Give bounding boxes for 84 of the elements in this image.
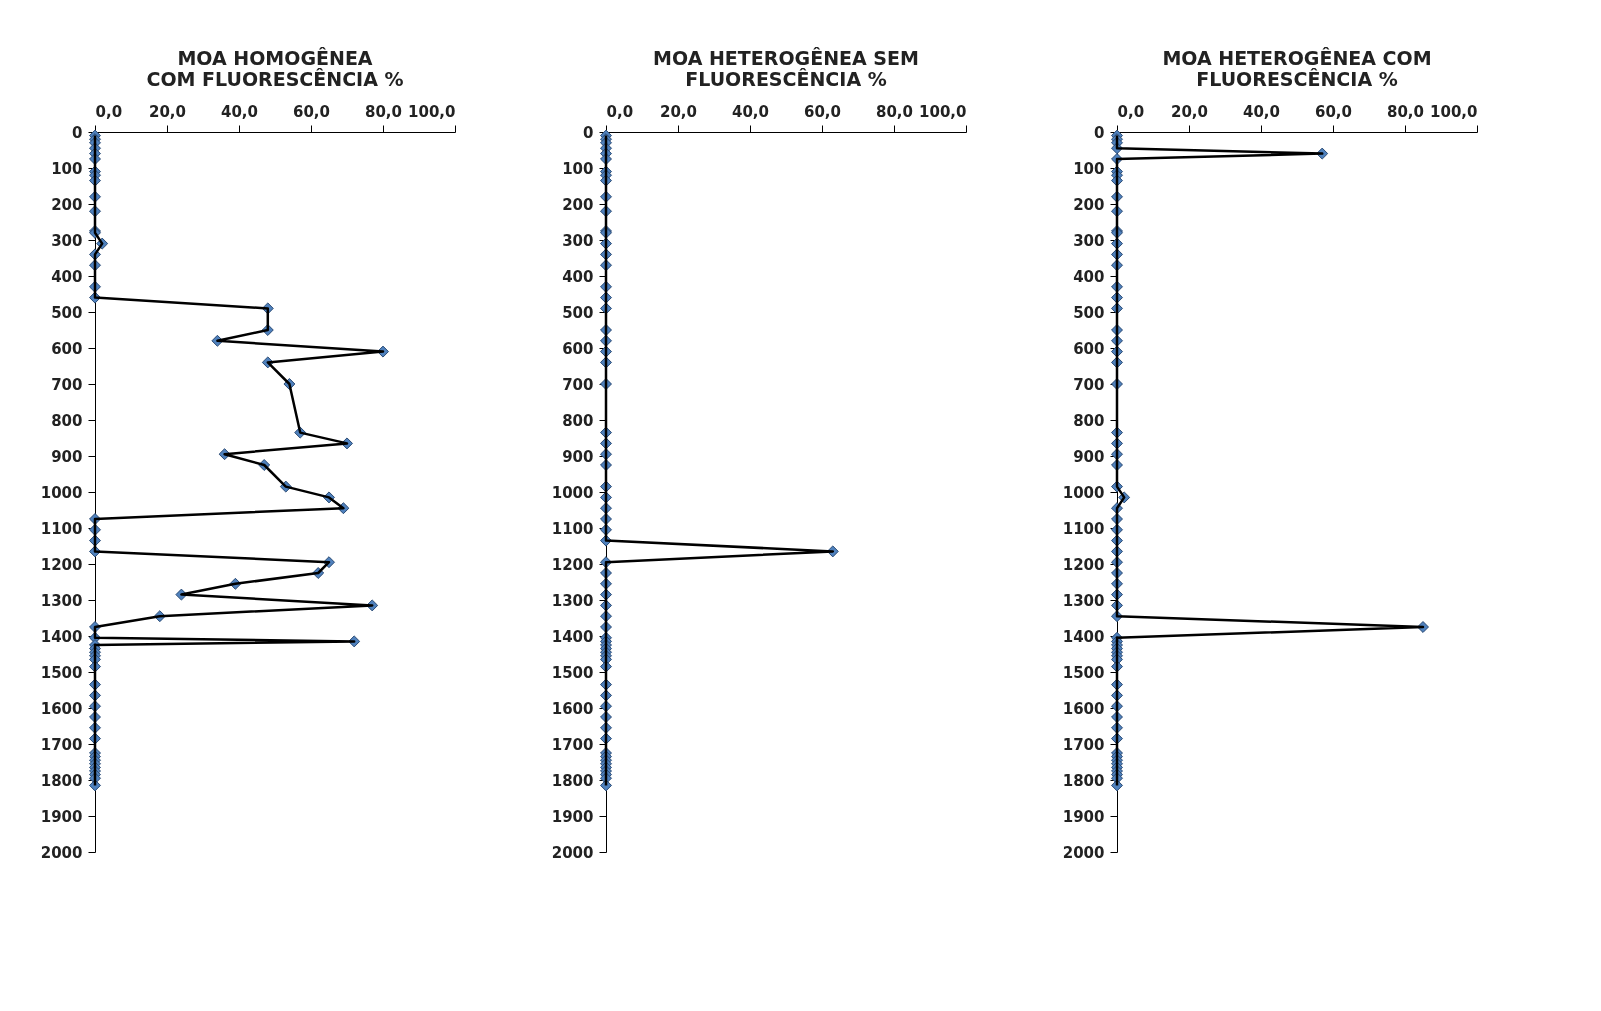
y-tick-label: 2000 <box>1062 843 1105 862</box>
x-tick-label: 100,0 <box>408 102 456 121</box>
chart-title: MOA HETEROGÊNEA SEM FLUORESCÊNCIA % <box>653 47 919 90</box>
x-tick-label: 20,0 <box>1170 102 1209 121</box>
x-tick-label: 80,0 <box>364 102 403 121</box>
y-tick-label: 1400 <box>551 627 594 646</box>
x-tick-label: 40,0 <box>731 102 770 121</box>
y-tick-label: 1900 <box>1062 807 1105 826</box>
y-tick-label: 1400 <box>40 627 83 646</box>
y-tick-label: 300 <box>562 231 594 250</box>
y-tick-label: 1900 <box>551 807 594 826</box>
chart-title: MOA HETEROGÊNEA COM FLUORESCÊNCIA % <box>1162 47 1432 90</box>
y-tick-label: 400 <box>51 267 83 286</box>
y-tick-label: 1300 <box>551 591 594 610</box>
x-tick-label: 40,0 <box>220 102 259 121</box>
x-tick-label: 80,0 <box>1386 102 1425 121</box>
y-tick-label: 1800 <box>1062 771 1105 790</box>
x-tick-label: 60,0 <box>292 102 331 121</box>
x-tick-label: 0,0 <box>95 102 123 121</box>
y-tick-label: 300 <box>1073 231 1105 250</box>
y-tick-label: 600 <box>562 339 594 358</box>
y-tick-label: 800 <box>51 411 83 430</box>
y-tick-label: 700 <box>51 375 83 394</box>
y-tick-label: 1300 <box>40 591 83 610</box>
x-tick-label: 20,0 <box>659 102 698 121</box>
x-tick-label: 80,0 <box>875 102 914 121</box>
x-tick-label: 20,0 <box>148 102 187 121</box>
x-tick-label: 100,0 <box>1430 102 1478 121</box>
y-tick-label: 1200 <box>40 555 83 574</box>
y-tick-label: 1300 <box>1062 591 1105 610</box>
y-tick-label: 0 <box>1094 123 1105 142</box>
y-tick-label: 0 <box>72 123 83 142</box>
y-tick-label: 0 <box>583 123 594 142</box>
x-tick-label: 60,0 <box>803 102 842 121</box>
y-tick-label: 300 <box>51 231 83 250</box>
y-tick-label: 1100 <box>40 519 83 538</box>
y-tick-label: 600 <box>51 339 83 358</box>
y-tick-label: 400 <box>562 267 594 286</box>
y-tick-label: 100 <box>1073 159 1105 178</box>
y-tick-label: 1400 <box>1062 627 1105 646</box>
y-tick-label: 2000 <box>40 843 83 862</box>
y-tick-label: 1600 <box>40 699 83 718</box>
y-tick-label: 500 <box>562 303 594 322</box>
y-tick-label: 1500 <box>551 663 594 682</box>
y-tick-label: 800 <box>562 411 594 430</box>
y-tick-label: 500 <box>1073 303 1105 322</box>
y-tick-label: 1000 <box>551 483 594 502</box>
y-tick-label: 200 <box>51 195 83 214</box>
y-tick-label: 1600 <box>1062 699 1105 718</box>
y-tick-label: 1100 <box>1062 519 1105 538</box>
y-tick-label: 800 <box>1073 411 1105 430</box>
y-tick-label: 1000 <box>40 483 83 502</box>
chart-title: MOA HOMOGÊNEA COM FLUORESCÊNCIA % <box>146 47 404 90</box>
y-tick-label: 1200 <box>1062 555 1105 574</box>
y-tick-label: 1600 <box>551 699 594 718</box>
y-tick-label: 1100 <box>551 519 594 538</box>
y-tick-label: 700 <box>1073 375 1105 394</box>
y-tick-label: 1200 <box>551 555 594 574</box>
x-tick-label: 40,0 <box>1242 102 1281 121</box>
y-tick-label: 1800 <box>40 771 83 790</box>
y-tick-label: 100 <box>51 159 83 178</box>
x-tick-label: 0,0 <box>606 102 634 121</box>
y-tick-label: 500 <box>51 303 83 322</box>
y-tick-label: 1700 <box>40 735 83 754</box>
y-tick-label: 1500 <box>1062 663 1105 682</box>
y-tick-label: 700 <box>562 375 594 394</box>
y-tick-label: 1800 <box>551 771 594 790</box>
y-tick-label: 1700 <box>551 735 594 754</box>
y-tick-label: 900 <box>1073 447 1105 466</box>
x-tick-label: 60,0 <box>1314 102 1353 121</box>
y-tick-label: 200 <box>1073 195 1105 214</box>
x-tick-label: 0,0 <box>1117 102 1145 121</box>
y-tick-label: 100 <box>562 159 594 178</box>
y-tick-label: 600 <box>1073 339 1105 358</box>
y-tick-label: 900 <box>51 447 83 466</box>
x-tick-label: 100,0 <box>919 102 967 121</box>
y-tick-label: 1500 <box>40 663 83 682</box>
y-tick-label: 1700 <box>1062 735 1105 754</box>
y-tick-label: 900 <box>562 447 594 466</box>
y-tick-label: 400 <box>1073 267 1105 286</box>
y-tick-label: 2000 <box>551 843 594 862</box>
y-tick-label: 200 <box>562 195 594 214</box>
y-tick-label: 1900 <box>40 807 83 826</box>
y-tick-label: 1000 <box>1062 483 1105 502</box>
